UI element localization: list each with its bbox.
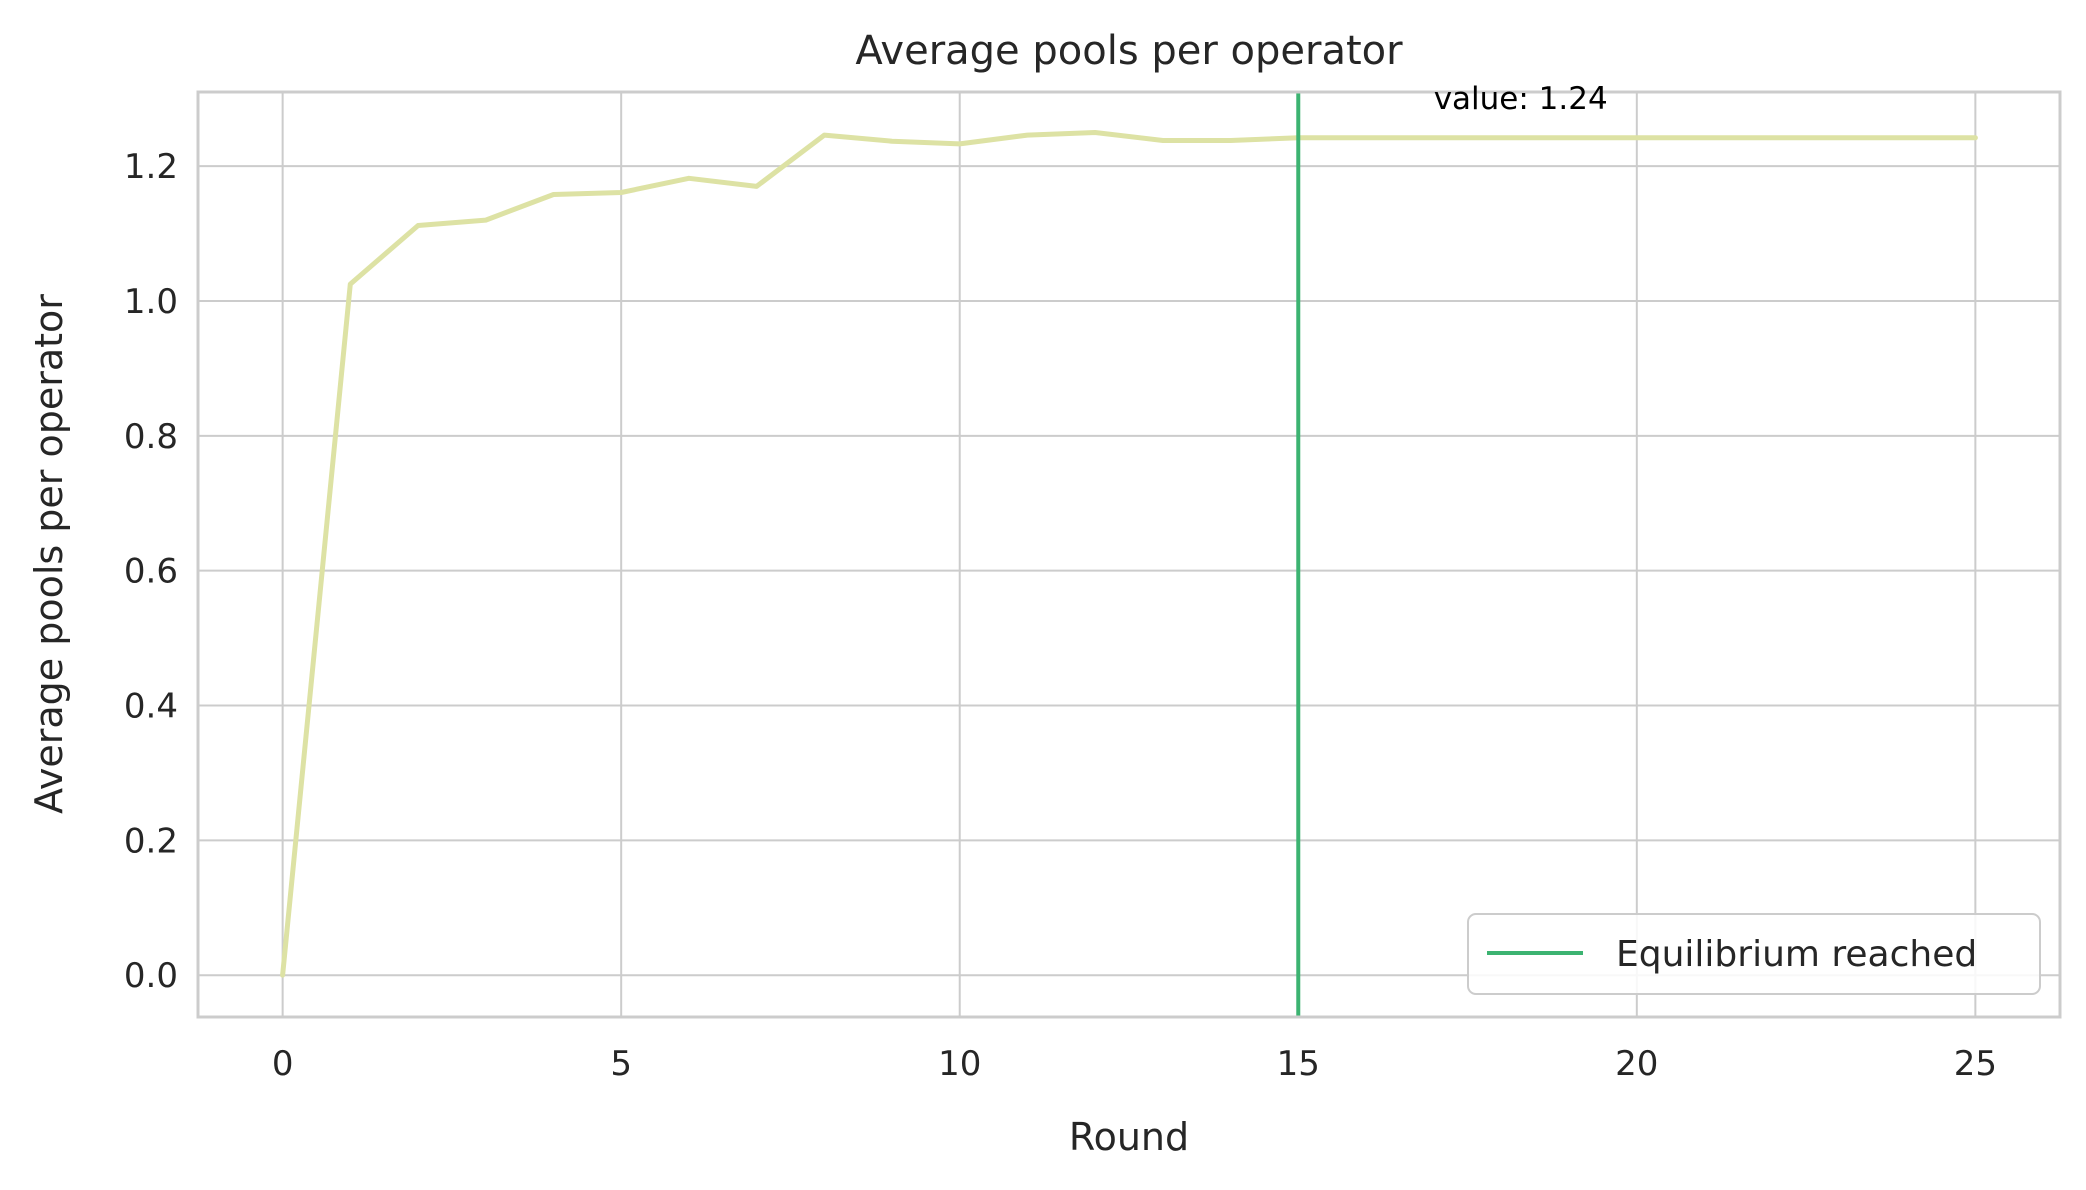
- chart-title: Average pools per operator: [855, 28, 1403, 74]
- y-tick-label: 1.2: [124, 147, 178, 187]
- y-tick-label: 0.8: [124, 417, 178, 457]
- y-tick-label: 0.2: [124, 821, 178, 861]
- x-axis-title: Round: [1069, 1115, 1189, 1159]
- y-tick-label: 0.4: [124, 687, 178, 727]
- plot-frame: [196, 90, 2062, 1019]
- y-tick-labels: 0.0 0.2 0.4 0.6 0.8 1.0 1.2: [124, 147, 178, 996]
- x-tick-label: 0: [272, 1044, 294, 1084]
- x-tick-labels: 0 5 10 15 20 25: [272, 1044, 1997, 1084]
- legend-box: [1467, 913, 2041, 995]
- x-tick-label: 10: [938, 1044, 981, 1084]
- value-annotation: value: 1.24: [1434, 81, 1608, 117]
- x-tick-label: 5: [610, 1044, 632, 1084]
- x-tick-label: 20: [1615, 1044, 1658, 1084]
- legend: Equilibrium reached: [1467, 913, 2041, 995]
- grid-lines: [198, 92, 2060, 1017]
- series-line: [280, 130, 1978, 978]
- series-layer: [280, 130, 1978, 978]
- x-tick-label: 25: [1954, 1044, 1997, 1084]
- y-axis-title: Average pools per operator: [27, 294, 71, 814]
- y-tick-label: 1.0: [124, 282, 178, 322]
- y-tick-label: 0.0: [124, 956, 178, 996]
- x-tick-label: 15: [1277, 1044, 1320, 1084]
- legend-label-equilibrium: Equilibrium reached: [1616, 934, 1977, 975]
- y-tick-label: 0.6: [124, 552, 178, 592]
